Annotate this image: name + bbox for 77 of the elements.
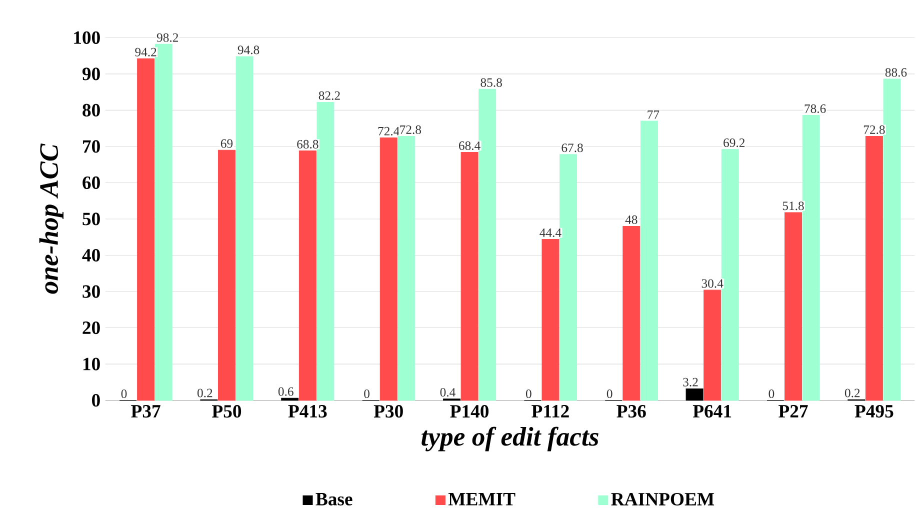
bar	[622, 226, 640, 401]
bar	[218, 150, 236, 401]
bar	[137, 58, 155, 401]
data-label: 94.8	[238, 46, 260, 54]
legend-label: MEMIT	[448, 493, 516, 506]
bar	[380, 137, 398, 401]
data-label: 44.4	[540, 228, 562, 238]
bar	[154, 44, 172, 401]
data-label: 3.2	[683, 378, 698, 386]
bar	[560, 154, 577, 401]
x-tick-label: P27	[778, 405, 808, 418]
x-tick-label: P495	[854, 405, 894, 418]
x-tick-label: P30	[374, 405, 403, 418]
data-label: 0	[121, 390, 127, 398]
data-label: 48	[625, 215, 638, 224]
bar	[865, 136, 883, 401]
data-label: 0	[768, 390, 774, 398]
data-label: 0.6	[278, 387, 294, 396]
data-label: 51.8	[782, 202, 804, 210]
bar	[398, 136, 416, 401]
y-tick-label: 100	[74, 31, 100, 44]
data-label: 72.8	[864, 125, 885, 134]
y-tick-label: 80	[82, 104, 100, 116]
x-tick-label: P112	[532, 405, 569, 418]
x-tick-label: P37	[131, 405, 160, 418]
data-label: 78.6	[804, 104, 826, 114]
y-tick-label: 10	[83, 358, 100, 370]
bar	[542, 239, 560, 401]
bar	[298, 150, 316, 401]
x-axis-title: type of edit facts	[422, 426, 598, 452]
bar	[640, 120, 658, 401]
bar	[281, 398, 299, 401]
bar	[686, 388, 704, 401]
x-tick-label: P413	[288, 405, 327, 418]
data-label: 69	[220, 139, 233, 148]
bar	[802, 114, 820, 401]
data-label: 94.2	[135, 48, 156, 56]
data-label: 0	[364, 390, 370, 398]
data-label: 98.2	[156, 33, 178, 42]
x-tick-label: P641	[692, 405, 732, 418]
bar	[478, 88, 496, 401]
x-tick-label: P36	[616, 405, 646, 418]
data-label: 88.6	[885, 68, 907, 77]
y-tick-label: 30	[82, 285, 100, 298]
y-tick-label: 70	[83, 140, 100, 153]
data-label: 0.2	[844, 388, 860, 398]
data-label: 69.2	[724, 138, 745, 148]
data-label: 30.4	[702, 279, 724, 288]
y-tick-label: 40	[82, 248, 100, 262]
bar	[460, 152, 478, 401]
data-label: 68.4	[458, 141, 480, 150]
y-tick-label: 20	[82, 321, 100, 334]
data-label: 68.8	[297, 140, 318, 149]
bar	[316, 102, 334, 401]
data-label: 82.2	[318, 91, 340, 100]
bar	[236, 56, 254, 401]
data-label: 77	[648, 110, 660, 119]
bar	[883, 78, 901, 401]
data-label: 0.2	[197, 388, 212, 398]
y-axis-title: one-hop ACC	[39, 144, 64, 294]
legend-label: RAINPOEM	[611, 492, 714, 506]
y-tick-label: 50	[82, 212, 100, 226]
x-tick-label: P140	[450, 405, 489, 418]
bar	[704, 290, 722, 401]
bar	[784, 212, 802, 401]
data-label: 67.8	[562, 144, 583, 152]
data-label: 0.4	[440, 388, 456, 397]
data-label: 72.4	[378, 126, 400, 136]
data-label: 85.8	[480, 78, 502, 87]
y-tick-label: 90	[82, 68, 100, 80]
data-label: 72.8	[400, 125, 422, 134]
y-tick-label: 0	[92, 394, 100, 407]
y-tick-label: 60	[82, 176, 100, 190]
data-label: 0	[526, 390, 532, 398]
legend-label: Base	[316, 493, 352, 506]
x-tick-label: P50	[212, 405, 242, 418]
data-label: 0	[606, 390, 612, 398]
